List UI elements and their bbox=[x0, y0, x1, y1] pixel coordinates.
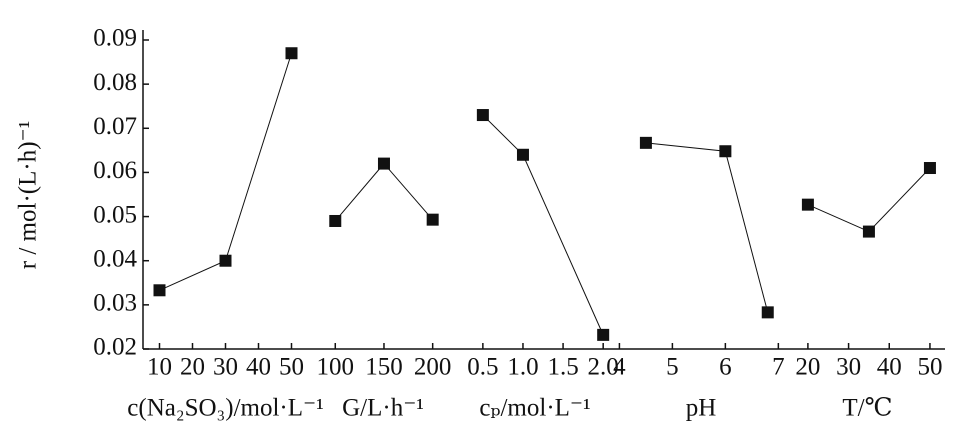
x-axis-label: cₚ/mol·L⁻¹ bbox=[479, 395, 590, 422]
x-tick-label: 100 bbox=[317, 354, 355, 381]
x-axis-label: c(Na₂SO₃)/mol·L⁻¹ bbox=[127, 395, 323, 422]
y-tick-label: 0.03 bbox=[93, 290, 137, 317]
x-tick-label: 10 bbox=[147, 354, 172, 381]
x-tick-label: 0.5 bbox=[467, 354, 498, 381]
marker bbox=[329, 214, 342, 227]
y-tick-label: 0.08 bbox=[93, 69, 137, 96]
x-tick-label: 200 bbox=[414, 354, 452, 381]
marker bbox=[285, 47, 298, 60]
x-axis-label: T/℃ bbox=[842, 395, 892, 422]
marker bbox=[377, 157, 390, 170]
y-tick-label: 0.04 bbox=[93, 245, 137, 272]
marker bbox=[516, 148, 529, 161]
x-tick-label: 4 bbox=[613, 354, 626, 381]
marker bbox=[476, 109, 489, 122]
data-line bbox=[807, 167, 931, 233]
x-tick-label: 40 bbox=[877, 354, 902, 381]
x-tick-label: 50 bbox=[917, 354, 942, 381]
y-tick-label: 0.05 bbox=[93, 201, 137, 228]
data-line bbox=[482, 114, 604, 336]
y-tick-label: 0.06 bbox=[93, 157, 137, 184]
x-tick-label: 40 bbox=[246, 354, 271, 381]
marker bbox=[862, 225, 875, 238]
x-tick-label: 7 bbox=[772, 354, 785, 381]
x-tick-label: 6 bbox=[719, 354, 732, 381]
x-tick-label: 1.5 bbox=[547, 354, 578, 381]
marker bbox=[761, 306, 774, 319]
marker bbox=[426, 213, 439, 226]
y-tick-label: 0.09 bbox=[93, 25, 137, 52]
marker bbox=[719, 145, 732, 158]
marker bbox=[801, 198, 814, 211]
x-axis-label: G/L·h⁻¹ bbox=[342, 395, 424, 422]
marker bbox=[219, 254, 232, 267]
y-axis-label: r / mol·(L·h)⁻¹ bbox=[15, 121, 42, 269]
y-tick-label: 0.02 bbox=[93, 334, 137, 361]
y-tick-label: 0.07 bbox=[93, 113, 137, 140]
x-tick-label: 1.0 bbox=[507, 354, 538, 381]
x-tick-label: 20 bbox=[795, 354, 820, 381]
marker bbox=[153, 284, 166, 297]
x-tick-label: 5 bbox=[666, 354, 679, 381]
x-axis-label: pH bbox=[686, 395, 717, 422]
x-tick-label: 150 bbox=[365, 354, 403, 381]
x-tick-label: 2.0 bbox=[588, 354, 619, 381]
x-tick-label: 30 bbox=[836, 354, 861, 381]
x-tick-label: 20 bbox=[180, 354, 205, 381]
marker bbox=[923, 162, 936, 175]
x-tick-label: 30 bbox=[213, 354, 238, 381]
x-tick-label: 50 bbox=[279, 354, 304, 381]
marker bbox=[597, 328, 610, 341]
data-line bbox=[334, 162, 434, 222]
marker bbox=[639, 136, 652, 149]
data-line bbox=[645, 142, 769, 313]
